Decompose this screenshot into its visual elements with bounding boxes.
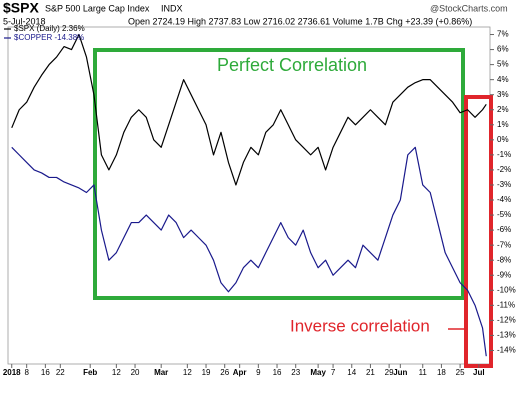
y-tick-label: -10%	[497, 285, 516, 294]
series-line	[11, 146, 487, 357]
y-tick-label: -11%	[497, 300, 515, 309]
x-tick-label: 8	[24, 368, 29, 377]
x-tick-label: 12	[183, 368, 192, 377]
quote: Open 2724.19 High 2737.83 Low 2716.02 27…	[128, 16, 472, 26]
y-tick-label: 3%	[497, 90, 509, 99]
x-tick-label: 16	[41, 368, 50, 377]
x-tick-label: 20	[131, 368, 140, 377]
x-tick-label: 2018	[3, 368, 21, 377]
x-tick-label: 25	[456, 368, 465, 377]
x-tick-label: 19	[202, 368, 211, 377]
x-tick-label: 14	[347, 368, 356, 377]
x-tick-label: 22	[56, 368, 65, 377]
series-line	[11, 33, 487, 186]
y-tick-label: -5%	[497, 210, 511, 219]
exchange: INDX	[161, 3, 183, 13]
x-tick-label: 7	[331, 368, 336, 377]
y-tick-label: -2%	[497, 165, 511, 174]
y-tick-label: 6%	[497, 45, 509, 54]
date: 5-Jul-2018	[3, 16, 46, 26]
legend-label: $SPX (Daily) 2.36%	[14, 24, 85, 33]
symbol: $SPX	[3, 0, 39, 16]
y-tick-label: -14%	[497, 346, 516, 355]
index-name: S&P 500 Large Cap Index	[45, 3, 150, 13]
x-tick-label: 9	[256, 368, 261, 377]
y-tick-label: -4%	[497, 195, 511, 204]
y-tick-label: 1%	[497, 120, 509, 129]
x-tick-label: 26	[220, 368, 229, 377]
y-tick-label: 5%	[497, 60, 509, 69]
x-tick-label: 29	[385, 368, 394, 377]
annotation: Inverse correlation	[290, 316, 430, 335]
x-tick-label: 23	[291, 368, 300, 377]
watermark: @StockCharts.com	[430, 3, 508, 13]
y-tick-label: -7%	[497, 240, 511, 249]
y-tick-label: 0%	[497, 135, 509, 144]
x-tick-label: 21	[366, 368, 375, 377]
x-tick-label: 12	[112, 368, 121, 377]
y-tick-label: 4%	[497, 75, 509, 84]
x-tick-label: 16	[273, 368, 282, 377]
y-tick-label: -8%	[497, 255, 511, 264]
x-tick-label: Jul	[473, 368, 485, 377]
x-tick-label: Mar	[154, 368, 168, 377]
correlation-box	[93, 48, 465, 300]
x-tick-label: May	[310, 368, 326, 377]
y-tick-label: 7%	[497, 30, 509, 39]
y-tick-label: -13%	[497, 331, 516, 340]
annotation: Perfect Correlation	[217, 55, 367, 75]
x-tick-label: Jun	[393, 368, 407, 377]
x-tick-label: Feb	[83, 368, 97, 377]
y-tick-label: -12%	[497, 315, 516, 324]
x-tick-label: Apr	[233, 368, 247, 377]
x-tick-label: 18	[437, 368, 446, 377]
legend-label: $COPPER -14.38%	[14, 33, 84, 42]
y-tick-label: -6%	[497, 225, 511, 234]
y-tick-label: 2%	[497, 105, 509, 114]
y-tick-label: -3%	[497, 180, 511, 189]
x-tick-label: 11	[419, 368, 428, 377]
y-tick-label: -9%	[497, 270, 511, 279]
y-tick-label: -1%	[497, 150, 511, 159]
